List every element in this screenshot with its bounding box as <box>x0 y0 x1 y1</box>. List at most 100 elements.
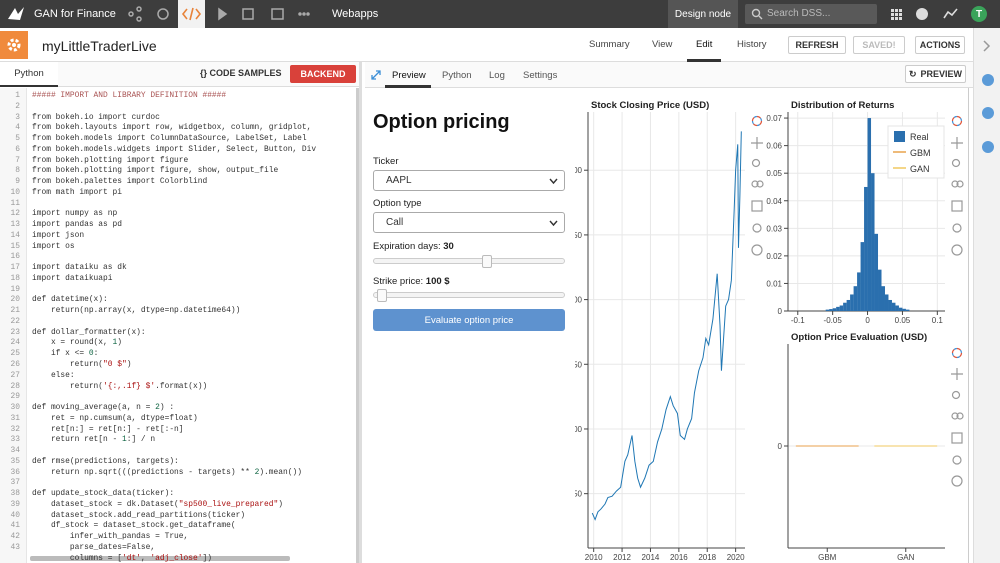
line-number: 36 <box>10 467 20 477</box>
line-number: 15 <box>10 241 20 251</box>
code-line: import numpy as np <box>32 209 118 219</box>
code-line: return("0 $") <box>32 360 132 369</box>
y-tick-label: 0.01 <box>766 279 782 288</box>
project-name[interactable]: GAN for Finance <box>34 8 116 20</box>
histogram-bar <box>836 306 840 311</box>
line-number: 39 <box>10 499 20 509</box>
histogram-bar <box>843 302 847 311</box>
section-name[interactable]: Webapps <box>332 8 379 20</box>
code-samples-button[interactable]: {} CODE SAMPLES <box>200 68 282 78</box>
histogram-bar <box>829 309 833 311</box>
header-bar: myLittleTraderLive Summary View Edit Histor… <box>0 28 973 62</box>
histogram-bar <box>871 173 875 311</box>
code-line: def dollar_formatter(x): <box>32 327 146 337</box>
ticker-select[interactable]: AAPL <box>373 170 565 191</box>
code-line: ret = np.cumsum(a, dtype=float) <box>32 413 198 423</box>
code-line: import dataikuapi <box>32 273 113 283</box>
line-number: 42 <box>10 532 20 542</box>
x-tick-label: -0.1 <box>791 316 805 325</box>
y-tick-label: 200 <box>575 296 583 305</box>
header-button[interactable]: ACTIONS <box>915 36 965 54</box>
histogram-bar <box>860 242 865 311</box>
histogram-bar <box>864 186 868 311</box>
header-tab[interactable]: History <box>737 39 767 50</box>
right-sidebar <box>973 28 1000 563</box>
line-number: 28 <box>10 381 20 391</box>
strike-slider[interactable] <box>373 292 565 298</box>
histogram-bar <box>839 305 844 311</box>
y-tick-label: 0.07 <box>766 114 782 123</box>
price-line <box>591 131 742 521</box>
expiration-text: Expiration days: <box>373 241 441 252</box>
preview-tab[interactable]: Python <box>442 70 472 81</box>
histogram-bar <box>825 309 830 311</box>
x-tick-label: 2010 <box>585 553 603 562</box>
backend-button[interactable]: BACKEND <box>290 65 356 83</box>
code-line: dataset_stock = dk.Dataset("sp500_live_p… <box>32 499 283 509</box>
option-type-select[interactable]: Call <box>373 212 565 233</box>
expiration-slider[interactable] <box>373 258 565 264</box>
header-tab[interactable]: Summary <box>589 39 630 50</box>
x-tick-label: GBM <box>818 553 837 562</box>
code-line: from math import pi <box>32 187 122 197</box>
histogram-bar <box>832 308 837 311</box>
webapp-icon <box>0 31 28 59</box>
webapp-title: myLittleTraderLive <box>42 38 157 54</box>
code-line: ##### IMPORT AND LIBRARY DEFINITION ####… <box>32 91 227 100</box>
line-number: 4 <box>15 123 20 133</box>
preview-tabs-bar: Preview Python Log Settings ↻ PREVIEW <box>365 62 973 88</box>
strike-handle[interactable] <box>377 289 387 302</box>
header-tab[interactable]: View <box>652 39 673 50</box>
preview-button[interactable]: ↻ PREVIEW <box>905 65 966 83</box>
editor-tab[interactable]: Python <box>0 62 58 87</box>
active-nav-tab[interactable] <box>178 0 205 28</box>
code-line: return('{:,.1f} $'.format(x)) <box>32 381 208 391</box>
y-tick-label: 0.05 <box>766 169 782 178</box>
expiration-handle[interactable] <box>482 255 492 268</box>
node-badge[interactable]: Design node <box>668 0 738 28</box>
y-tick-label: 150 <box>575 360 583 369</box>
x-tick-label: 2014 <box>642 553 660 562</box>
code-line: def update_stock_data(ticker): <box>32 489 175 499</box>
line-number: 13 <box>10 220 20 230</box>
avatar[interactable]: T <box>971 6 987 22</box>
header-tab[interactable]: Edit <box>696 39 713 50</box>
toolbar-icons <box>751 115 964 487</box>
x-tick-label: 0.1 <box>932 316 944 325</box>
evaluate-button[interactable]: Evaluate option price <box>373 309 565 331</box>
active-tab-underline <box>385 85 431 88</box>
header-button[interactable]: SAVED! <box>853 36 905 54</box>
line-number: 21 <box>10 306 20 316</box>
line-number: 17 <box>10 263 20 273</box>
expiration-value: 30 <box>443 241 454 252</box>
line-number: 26 <box>10 360 20 369</box>
line-number: 8 <box>15 166 20 176</box>
y-tick-label: 0.04 <box>766 197 782 206</box>
line-number: 14 <box>10 230 20 240</box>
code-line: def moving_average(a, n = 2) : <box>32 403 175 413</box>
preview-tab[interactable]: Log <box>489 70 505 81</box>
charts: Stock Closing Price (USD) 50 100 150 200 250 3… <box>575 100 964 562</box>
chart-title: Distribution of Returns <box>791 100 894 111</box>
legend-label: GAN <box>910 164 930 174</box>
chart-title: Stock Closing Price (USD) <box>591 100 709 111</box>
y-tick-label: 0.02 <box>766 252 782 261</box>
code-line: parse_dates=False, <box>32 542 156 552</box>
header-button[interactable]: REFRESH <box>788 36 846 54</box>
line-number: 43 <box>10 542 20 552</box>
histogram-bar <box>891 302 896 311</box>
code-line: from bokeh.palettes import Colorblind <box>32 177 208 187</box>
search-box[interactable]: Search DSS... <box>745 4 877 24</box>
line-number: 19 <box>10 284 20 294</box>
x-tick-label: GAN <box>897 553 915 562</box>
line-number: 6 <box>15 144 20 154</box>
preview-tab[interactable]: Preview <box>392 70 426 81</box>
x-tick-label: 2018 <box>698 553 716 562</box>
preview-tab[interactable]: Settings <box>523 70 558 81</box>
strike-value: 100 $ <box>425 276 450 287</box>
line-number: 35 <box>10 456 20 466</box>
code-line: return(np.array(x, dtype=np.datetime64)) <box>32 306 241 316</box>
y-tick-label: 100 <box>575 425 583 434</box>
x-tick-label: 0 <box>865 316 870 325</box>
histogram-bar <box>878 269 882 311</box>
